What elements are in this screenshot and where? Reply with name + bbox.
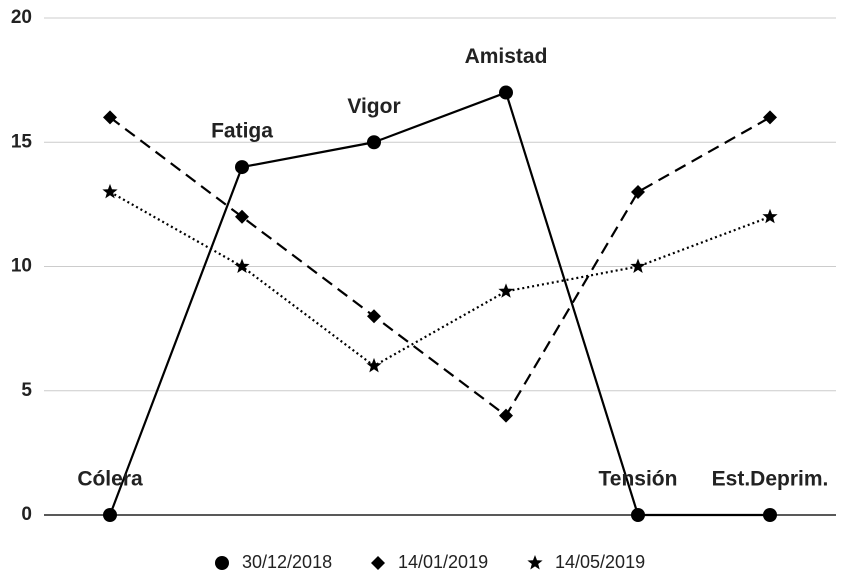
point xyxy=(366,357,382,373)
point xyxy=(631,184,645,199)
point xyxy=(499,85,513,100)
point xyxy=(235,209,249,224)
y-tick-label: 5 xyxy=(21,380,32,401)
point xyxy=(367,309,381,324)
y-tick-label: 0 xyxy=(21,504,32,525)
category-label: Est.Deprim. xyxy=(712,468,829,491)
point xyxy=(630,258,646,273)
y-tick-label: 20 xyxy=(11,7,32,28)
category-label: Fatiga xyxy=(211,120,273,143)
y-tick-label: 15 xyxy=(11,131,33,152)
legend-label: 30/12/2018 xyxy=(242,552,332,572)
point xyxy=(763,110,777,125)
point xyxy=(498,283,514,298)
category-label: Amistad xyxy=(465,45,548,68)
point xyxy=(367,135,381,150)
y-tick-label: 10 xyxy=(11,256,32,277)
point xyxy=(499,408,513,423)
series-line xyxy=(108,91,770,517)
point xyxy=(235,160,249,175)
category-label: Vigor xyxy=(347,95,400,118)
series-line xyxy=(109,116,771,418)
point xyxy=(234,258,250,273)
point xyxy=(763,508,777,522)
legend-label: 14/05/2019 xyxy=(555,552,645,572)
point xyxy=(631,508,645,522)
category-label: Cólera xyxy=(77,468,143,491)
point xyxy=(102,183,118,199)
point xyxy=(103,508,117,522)
series-line xyxy=(109,190,771,368)
legend-marker xyxy=(371,556,385,570)
legend-marker xyxy=(527,555,543,570)
legend-marker xyxy=(215,556,229,570)
legend-label: 14/01/2019 xyxy=(398,552,488,572)
point xyxy=(103,110,117,125)
point xyxy=(762,208,778,224)
category-label: Tensión xyxy=(599,468,678,491)
